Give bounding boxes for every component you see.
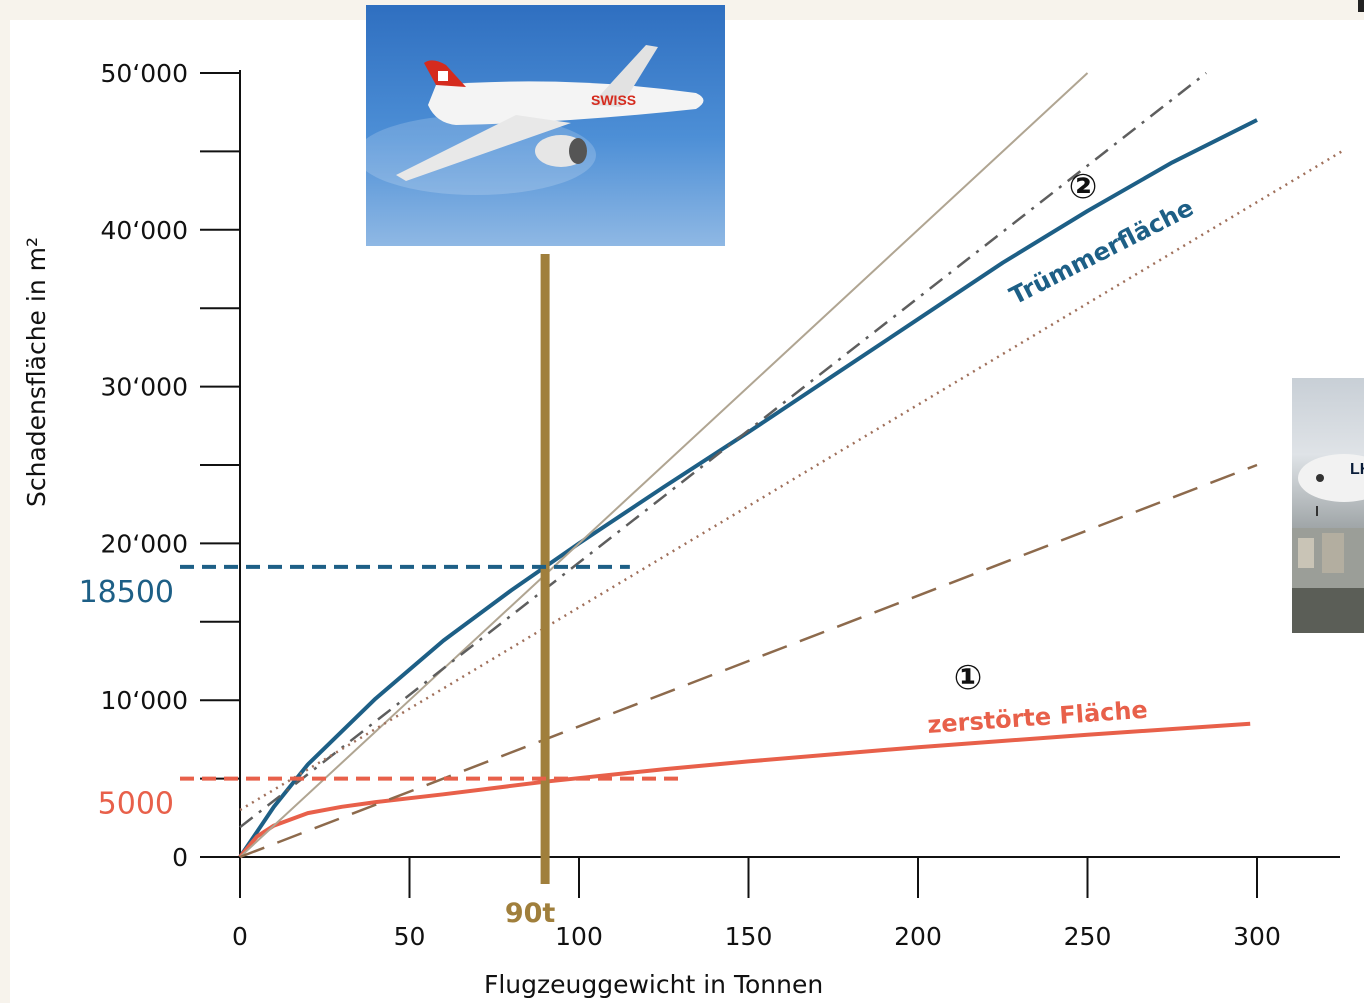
series-label-truemmerflaeche: Trümmerfläche	[1005, 194, 1198, 311]
series-marker-1: ①	[954, 658, 983, 698]
weight-marker-label: 90t	[505, 898, 556, 929]
y-tick-label: 50‘000	[101, 59, 188, 88]
x-tick-label: 250	[1064, 922, 1112, 951]
reference-line-dashed	[239, 463, 1258, 859]
lufthansa-airplane-photo: LH	[1292, 378, 1364, 633]
x-tick-label: 50	[394, 922, 426, 951]
y-tick-label: 20‘000	[101, 529, 188, 558]
airline-logo: LH	[1350, 461, 1364, 478]
corner-marker	[1358, 0, 1364, 12]
y-axis-title: Schadensfläche in m²	[22, 237, 51, 507]
series-line-zerstoerte-flaeche	[238, 721, 1251, 859]
value-marker-label: 18500	[79, 575, 174, 610]
series-line-truemmerflaeche	[238, 118, 1258, 859]
x-tick-label: 300	[1233, 922, 1281, 951]
airline-logo: SWISS	[591, 92, 636, 108]
x-tick-label: 0	[232, 922, 248, 951]
x-tick-label: 150	[725, 922, 773, 951]
reference-line-thin	[239, 72, 1089, 858]
value-marker-label: 5000	[98, 787, 174, 822]
series-marker-2: ②	[1069, 167, 1098, 207]
swiss-airplane-photo: SWISS	[366, 5, 725, 246]
y-tick-label: 40‘000	[101, 216, 188, 245]
airplane-icon: LH	[1292, 454, 1364, 633]
y-tick-label: 0	[172, 843, 188, 872]
airplane-icon: SWISS	[366, 45, 704, 195]
y-tick-label: 10‘000	[101, 686, 188, 715]
y-tick-label: 30‘000	[101, 373, 188, 402]
x-axis-title: Flugzeuggewicht in Tonnen	[484, 970, 823, 999]
x-tick-label: 100	[555, 922, 603, 951]
x-tick-label: 200	[894, 922, 942, 951]
reference-line-dashdot	[239, 72, 1207, 829]
reference-line-dotted	[239, 150, 1343, 812]
